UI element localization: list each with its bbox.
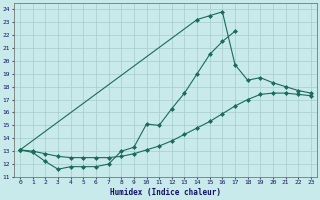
X-axis label: Humidex (Indice chaleur): Humidex (Indice chaleur) xyxy=(110,188,221,197)
